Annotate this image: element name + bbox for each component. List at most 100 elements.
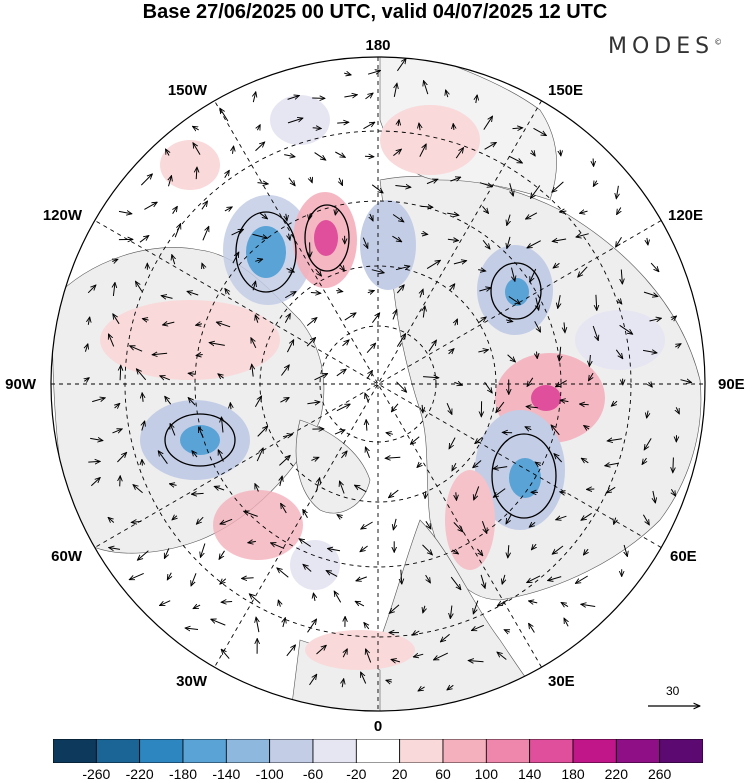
wind-arrow — [475, 436, 483, 443]
wind-arrow — [120, 476, 121, 487]
wind-arrow — [366, 420, 367, 431]
lon-label-60E: 60E — [670, 548, 697, 565]
lon-label-0: 0 — [373, 718, 383, 735]
wind-arrow — [200, 543, 206, 558]
colorbar-tick-label: 100 — [474, 766, 499, 782]
wind-arrow — [339, 177, 343, 186]
wind-arrow — [188, 398, 196, 406]
wind-arrow — [473, 460, 482, 468]
colorbar-tick-label: -20 — [346, 766, 367, 782]
wind-arrow — [252, 233, 268, 238]
wind-arrow — [482, 205, 489, 213]
wind-arrow — [534, 321, 541, 332]
wind-arrow — [193, 126, 199, 130]
lon-label-30W: 30W — [176, 673, 207, 690]
wind-arrow — [483, 116, 493, 130]
wind-arrow — [84, 378, 89, 382]
wind-arrow — [355, 601, 365, 607]
lon-label-60W: 60W — [51, 548, 82, 565]
meridian-150E-30W — [214, 100, 542, 668]
wind-arrow — [537, 351, 538, 359]
wind-arrow — [254, 396, 261, 407]
wind-arrow — [605, 463, 619, 466]
wind-arrow — [337, 122, 349, 123]
wind-arrow — [174, 224, 180, 238]
wind-arrow — [389, 604, 400, 614]
wind-arrow — [616, 185, 618, 199]
colorbar-tick-label: -60 — [302, 766, 324, 782]
wind-arrow — [642, 514, 649, 525]
colorbar-tick-label: 220 — [604, 766, 629, 782]
wind-arrow — [449, 437, 456, 449]
wind-arrow — [579, 404, 589, 405]
wind-arrow — [593, 158, 594, 167]
wind-arrow — [531, 150, 535, 156]
wind-arrow — [115, 403, 120, 408]
wind-arrow — [255, 142, 265, 152]
contour-west-siberia — [491, 433, 557, 519]
anomaly-pos-ural — [445, 470, 495, 570]
wind-arrow — [649, 382, 653, 387]
wind-arrow — [289, 233, 291, 241]
wind-arrow — [252, 364, 254, 377]
wind-arrow — [282, 435, 292, 437]
wind-arrow — [477, 548, 482, 556]
wind-arrow — [510, 183, 514, 196]
wind-arrow — [113, 314, 120, 325]
wind-arrow — [220, 108, 229, 122]
wind-arrow — [142, 421, 145, 431]
wind-arrow — [371, 313, 379, 323]
anomaly-pos-north-atlantic — [213, 490, 303, 560]
wind-arrow — [251, 338, 257, 349]
contour-hudson-bay — [164, 413, 236, 467]
wind-arrow — [529, 522, 536, 527]
wind-arrow — [256, 617, 259, 633]
wind-arrow — [130, 346, 143, 352]
wind-arrow — [196, 167, 197, 180]
wind-arrow — [221, 602, 233, 603]
wind-arrow — [165, 396, 172, 405]
wind-arrow — [161, 296, 173, 299]
wind-arrow — [476, 95, 477, 104]
meridian-30E-150W — [214, 100, 542, 668]
wind-arrow — [553, 263, 560, 268]
wind-arrow — [344, 95, 357, 97]
wind-arrow — [136, 281, 143, 292]
wind-arrow — [615, 349, 623, 359]
wind-arrow — [230, 403, 231, 410]
wind-arrow — [209, 343, 225, 346]
wind-arrow — [142, 459, 143, 466]
wind-arrow — [340, 481, 345, 494]
wind-arrow — [385, 457, 401, 458]
wind-arrow — [335, 208, 336, 215]
wind-arrow — [120, 365, 121, 381]
colorbar-swatch — [485, 739, 531, 763]
wind-arrow — [370, 213, 373, 221]
wind-arrow — [85, 344, 88, 352]
wind-arrow — [284, 155, 295, 157]
wind-arrow — [618, 299, 622, 304]
wind-arrow — [90, 438, 103, 440]
wind-arrow — [172, 516, 177, 520]
wind-arrow — [428, 340, 436, 352]
wind-arrow — [371, 270, 384, 273]
wind-arrow — [160, 376, 170, 380]
wind-arrow — [144, 202, 157, 210]
wind-arrow — [310, 293, 321, 294]
wind-arrow — [482, 239, 490, 249]
wind-arrow — [468, 661, 484, 662]
colorbar-swatch — [139, 739, 184, 763]
wind-arrow — [554, 454, 563, 463]
wind-arrow — [257, 426, 268, 437]
wind-arrow — [529, 601, 538, 603]
wind-arrow — [164, 548, 170, 558]
wind-arrow — [108, 517, 115, 522]
wind-arrow — [552, 181, 564, 192]
wind-arrow — [421, 234, 427, 235]
wind-arrow — [395, 186, 411, 188]
wind-arrow — [343, 649, 347, 658]
wind-arrow — [447, 685, 454, 690]
wind-arrow — [219, 550, 225, 560]
wind-arrow — [299, 539, 311, 547]
wind-arrow — [474, 486, 480, 500]
